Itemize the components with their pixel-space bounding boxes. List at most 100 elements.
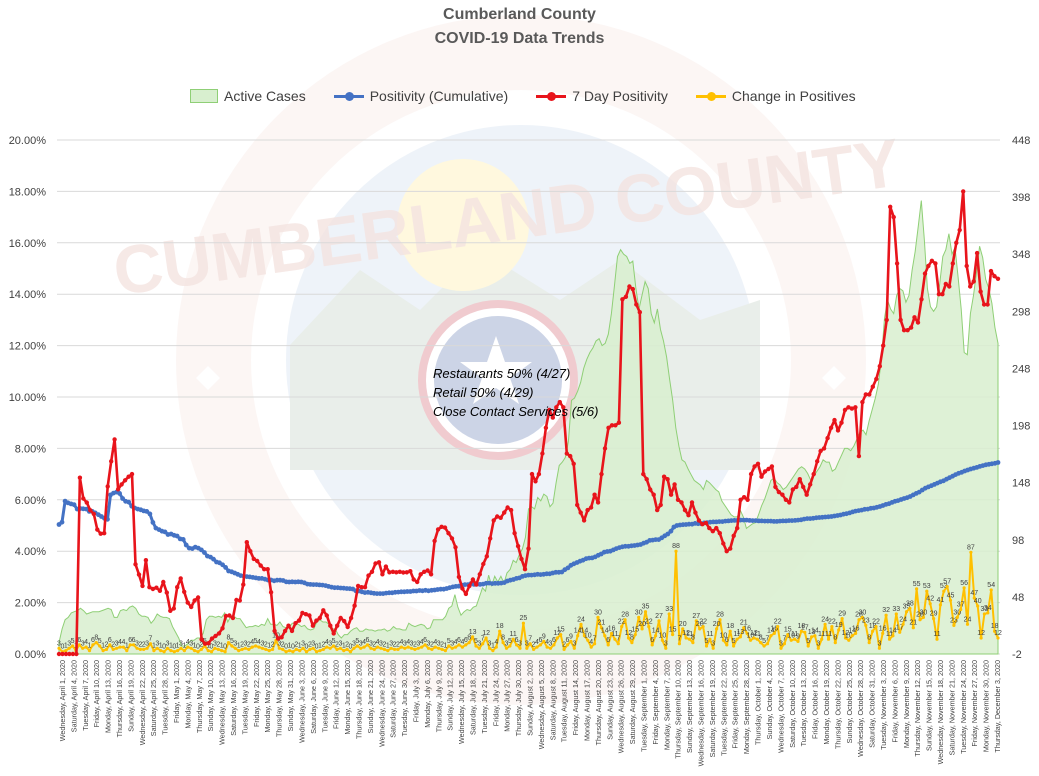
data-point-7-day-positivity	[105, 484, 110, 489]
data-point-change-in-positives	[260, 646, 264, 650]
x-tick-label: Wednesday, April 1, 2020	[58, 660, 67, 741]
data-point-7-day-positivity	[835, 428, 841, 433]
data-point-7-day-positivity	[383, 564, 389, 569]
data-label-change-in-positives: 1	[169, 643, 173, 650]
data-point-change-in-positives	[565, 643, 570, 647]
data-label-change-in-positives: 2	[382, 641, 386, 648]
data-point-change-in-positives	[471, 635, 475, 639]
data-point-change-in-positives	[369, 646, 373, 650]
data-label-change-in-positives: 12	[682, 630, 690, 637]
data-point-change-in-positives	[413, 647, 417, 652]
data-point-change-in-positives	[142, 647, 146, 652]
x-tick-label: Saturday, April 4, 2020	[69, 660, 78, 732]
data-point-change-in-positives	[508, 644, 512, 648]
data-label-change-in-positives: 8	[501, 635, 505, 642]
data-label-change-in-positives: 4	[433, 639, 437, 646]
data-point-7-day-positivity	[161, 579, 166, 585]
x-tick-label: Friday, September 25, 2020	[731, 660, 740, 749]
data-label-change-in-positives: 6	[515, 637, 519, 644]
data-point-change-in-positives	[901, 622, 905, 626]
data-point-7-day-positivity	[547, 407, 552, 413]
data-point-change-in-positives	[606, 643, 610, 647]
legend-item-7-day-positivity: 7 Day Positivity	[536, 88, 668, 104]
data-label-change-in-positives: 6	[606, 637, 610, 644]
data-point-change-in-positives	[603, 634, 607, 638]
data-point-change-in-positives	[277, 646, 281, 650]
data-point-7-day-positivity	[195, 595, 201, 600]
data-point-change-in-positives	[264, 647, 268, 652]
data-point-7-day-positivity	[974, 250, 980, 256]
data-point-change-in-positives	[854, 631, 858, 636]
data-label-change-in-positives: 41	[937, 597, 945, 604]
x-tick-label: Tuesday, July 21, 2020	[480, 660, 489, 734]
data-point-7-day-positivity	[119, 482, 124, 487]
data-point-7-day-positivity	[115, 487, 121, 492]
data-point-change-in-positives	[660, 638, 665, 642]
data-point-7-day-positivity	[394, 570, 399, 575]
data-label-change-in-positives: 40	[974, 598, 982, 605]
data-label-change-in-positives: 2	[199, 641, 203, 648]
data-label-change-in-positives: 21	[598, 620, 606, 627]
data-point-7-day-positivity	[209, 636, 215, 641]
data-label-change-in-positives: 9	[569, 633, 573, 640]
data-label-change-in-positives: 3	[352, 640, 356, 647]
data-label-change-in-positives: 1	[386, 643, 390, 650]
data-label-change-in-positives: 11	[818, 631, 825, 638]
data-point-change-in-positives	[759, 641, 763, 645]
legend-item-active-cases: Active Cases	[190, 88, 306, 104]
data-point-7-day-positivity	[954, 240, 959, 245]
x-tick-label: Tuesday, April 28, 2020	[161, 660, 170, 735]
annotation-line: Restaurants 50% (4/27)	[433, 366, 571, 381]
data-point-7-day-positivity	[700, 522, 705, 527]
data-label-change-in-positives: 1	[342, 643, 346, 650]
data-point-change-in-positives	[918, 618, 922, 622]
data-label-change-in-positives: 10	[584, 632, 592, 639]
left-tick-label: 14.00%	[9, 289, 47, 301]
data-point-7-day-positivity	[714, 525, 719, 531]
data-point-7-day-positivity	[67, 651, 72, 657]
x-tick-label: Tuesday, April 7, 2020	[81, 660, 90, 731]
data-point-change-in-positives	[335, 647, 339, 652]
data-point-change-in-positives	[904, 610, 909, 614]
data-point-change-in-positives	[348, 650, 353, 654]
data-point-7-day-positivity	[936, 292, 942, 297]
data-point-change-in-positives	[433, 645, 437, 649]
data-point-7-day-positivity	[898, 317, 903, 323]
data-label-change-in-positives: 2	[430, 641, 434, 648]
data-point-change-in-positives	[830, 625, 834, 629]
data-point-change-in-positives	[620, 625, 624, 629]
data-label-change-in-positives: 4	[362, 639, 366, 646]
data-point-change-in-positives	[908, 606, 912, 610]
data-label-change-in-positives: 12	[994, 630, 1002, 637]
data-point-7-day-positivity	[585, 507, 590, 513]
data-point-change-in-positives	[755, 637, 759, 641]
data-point-change-in-positives	[430, 647, 434, 652]
data-point-change-in-positives	[667, 612, 671, 616]
data-label-change-in-positives: 2	[281, 641, 285, 648]
x-tick-label: Monday, November 9, 2020	[902, 660, 911, 748]
data-point-7-day-positivity	[88, 508, 93, 513]
data-label-change-in-positives: 1	[206, 643, 210, 650]
data-point-change-in-positives	[538, 643, 543, 647]
data-label-change-in-positives: 11	[825, 631, 832, 638]
data-point-7-day-positivity	[150, 586, 156, 592]
data-point-7-day-positivity	[943, 281, 948, 287]
data-point-change-in-positives	[57, 646, 61, 650]
data-point-7-day-positivity	[109, 459, 114, 464]
data-point-change-in-positives	[206, 649, 210, 653]
data-label-change-in-positives: 3	[369, 640, 373, 647]
data-point-change-in-positives	[562, 647, 566, 652]
data-point-change-in-positives	[189, 646, 193, 650]
left-tick-label: 12.00%	[9, 341, 47, 353]
data-point-7-day-positivity	[971, 279, 976, 284]
data-label-change-in-positives: 5	[355, 638, 359, 645]
data-label-change-in-positives: 16	[852, 625, 860, 632]
data-point-change-in-positives	[396, 647, 400, 652]
x-tick-label: Sunday, May 10, 2020	[206, 660, 215, 731]
data-point-7-day-positivity	[380, 572, 385, 577]
data-point-change-in-positives	[199, 647, 203, 652]
data-point-7-day-positivity	[961, 189, 966, 194]
data-point-positivity-cumulative	[150, 520, 156, 525]
data-point-7-day-positivity	[199, 637, 204, 642]
data-label-change-in-positives: 14	[889, 628, 897, 635]
